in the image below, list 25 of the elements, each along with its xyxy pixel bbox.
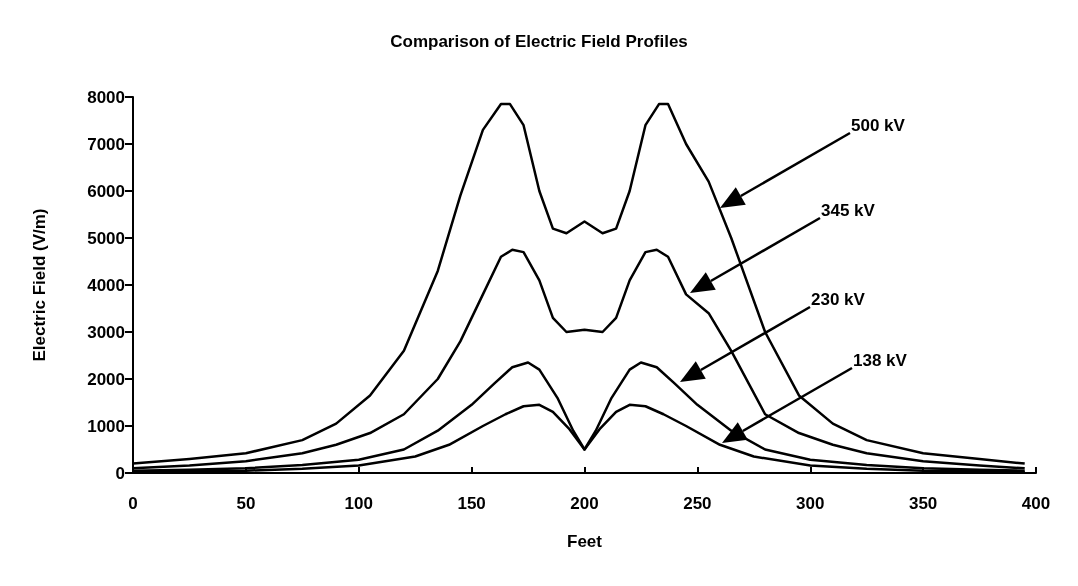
y-tick-label: 8000: [87, 87, 125, 107]
x-axis-title: Feet: [567, 532, 603, 551]
x-tick-label: 250: [683, 494, 712, 513]
x-tick-label: 50: [236, 494, 256, 513]
chart-title: Comparison of Electric Field Profiles: [390, 32, 688, 51]
y-tick-label: 0: [115, 463, 125, 483]
x-tick-label: 150: [457, 494, 486, 513]
annotation: 500 kV: [851, 116, 906, 135]
x-tick-label: 400: [1021, 494, 1051, 513]
x-tick-label: 0: [128, 494, 138, 513]
y-tick-label: 7000: [87, 134, 125, 154]
x-tick-label: 300: [796, 494, 825, 513]
y-tick-label: 2000: [87, 369, 125, 389]
annotation: 230 kV: [811, 290, 866, 309]
y-tick-label: 1000: [87, 416, 125, 436]
y-tick-label: 6000: [87, 181, 125, 201]
y-tick-label: 4000: [87, 275, 125, 295]
x-tick-label: 350: [908, 494, 938, 513]
annotation: 345 kV: [821, 201, 876, 220]
y-tick-label: 5000: [87, 228, 125, 248]
annotation: 138 kV: [853, 351, 908, 370]
x-tick-label: 200: [570, 494, 599, 513]
y-axis-title: Electric Field (V/m): [30, 208, 49, 362]
x-tick-label: 100: [344, 494, 373, 513]
y-tick-label: 3000: [87, 322, 125, 342]
